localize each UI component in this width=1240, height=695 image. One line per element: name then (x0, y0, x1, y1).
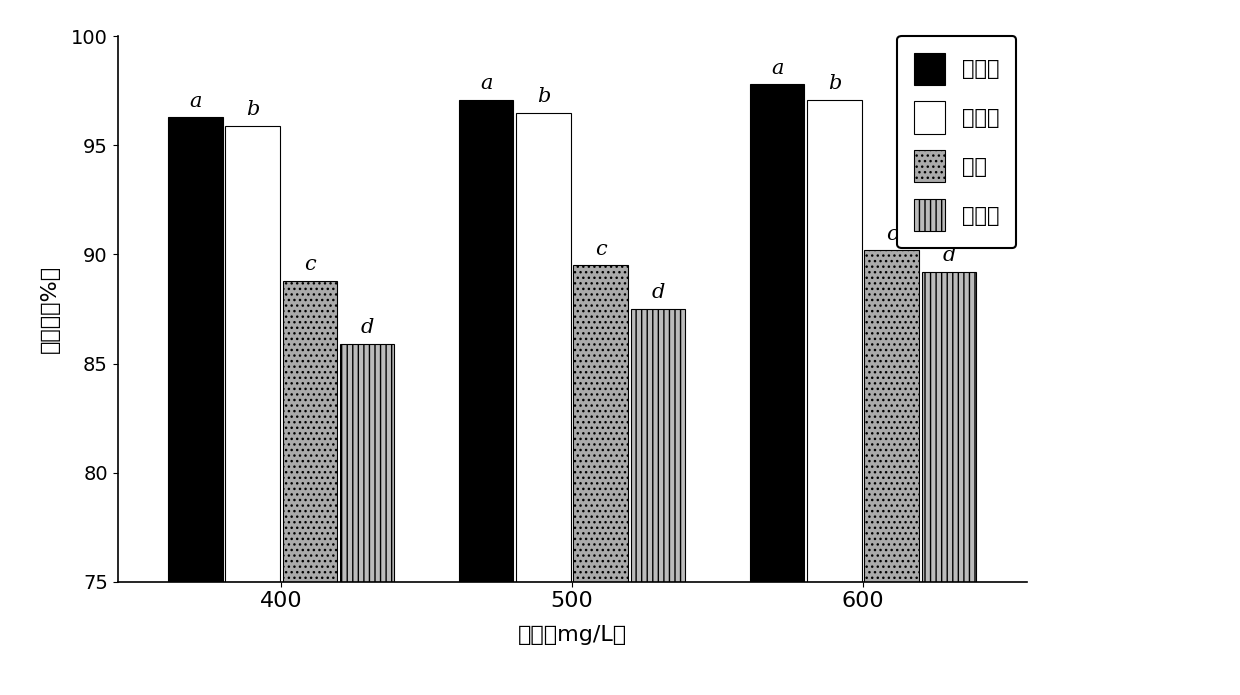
X-axis label: 浓度（mg/L）: 浓度（mg/L） (517, 626, 626, 645)
Bar (807, 99, 862, 582)
Bar (459, 99, 513, 582)
Bar (631, 309, 686, 582)
Text: d: d (361, 318, 373, 337)
Text: a: a (771, 59, 784, 78)
Text: d: d (651, 284, 665, 302)
Text: c: c (304, 255, 316, 274)
Text: b: b (537, 87, 551, 106)
Text: b: b (827, 74, 841, 93)
Bar (340, 344, 394, 582)
Text: c: c (885, 224, 898, 243)
Bar (750, 84, 805, 582)
Bar (864, 250, 919, 582)
Bar (921, 272, 976, 582)
Bar (283, 281, 337, 582)
Y-axis label: 去除率（%）: 去除率（%） (40, 265, 60, 353)
Text: c: c (595, 240, 606, 259)
Bar (573, 265, 627, 582)
Text: a: a (480, 74, 492, 93)
Bar (516, 113, 570, 582)
Text: d: d (942, 247, 956, 265)
Bar (167, 117, 222, 582)
Text: a: a (188, 92, 201, 111)
Text: b: b (246, 100, 259, 120)
Legend: 毛白杨, 活性炭, 竹炭, 硅藻纯: 毛白杨, 活性炭, 竹炭, 硅藻纯 (898, 36, 1017, 248)
Bar (226, 126, 280, 582)
